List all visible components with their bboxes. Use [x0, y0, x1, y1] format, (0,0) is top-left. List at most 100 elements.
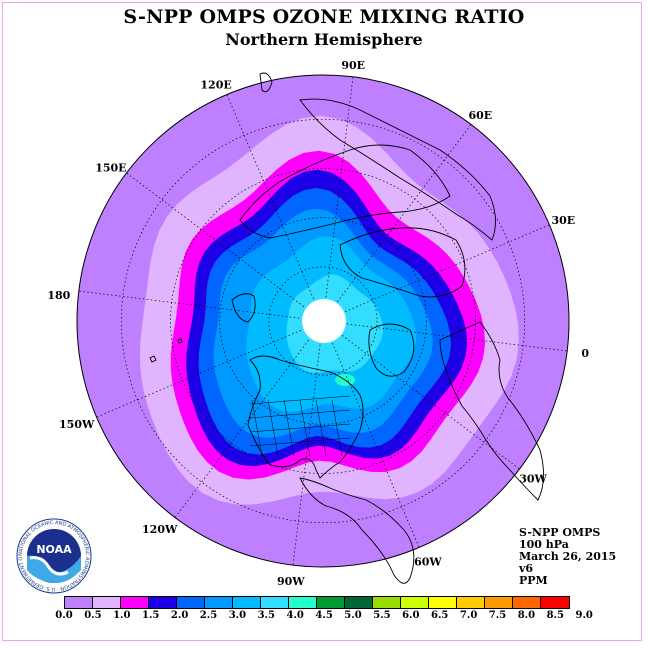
- info-pressure: 100 hPa: [519, 538, 569, 551]
- color-scale-label: 4.5: [315, 610, 333, 621]
- longitude-line: [226, 94, 314, 300]
- color-scale-cell: [65, 597, 93, 608]
- coastline: [439, 321, 544, 501]
- coastline: [239, 144, 451, 239]
- svg-text:NOAA: NOAA: [36, 543, 72, 556]
- longitude-line: [325, 76, 354, 298]
- state-border: [249, 423, 351, 433]
- info-instrument: S-NPP OMPS: [519, 526, 601, 539]
- coastline: [247, 355, 364, 479]
- color-scale-cell: [289, 597, 317, 608]
- color-scale-cell: [205, 597, 233, 608]
- latitude-circle: [170, 168, 476, 474]
- state-border: [315, 399, 327, 457]
- ozone-field: [76, 74, 570, 568]
- coastline: [177, 338, 183, 344]
- latitude-circle: [268, 266, 378, 376]
- longitude-label: 180: [47, 289, 70, 302]
- coastline: [149, 355, 157, 363]
- info-block: S-NPP OMPS 100 hPa March 26, 2015 v6 PPM: [519, 527, 616, 587]
- color-scale-label: 6.0: [402, 610, 420, 621]
- longitude-line: [292, 344, 321, 566]
- longitude-line: [346, 323, 568, 352]
- color-scale-cell: [121, 597, 149, 608]
- latitude-circle: [120, 118, 526, 524]
- color-scale-cell: [177, 597, 205, 608]
- color-scale-cell: [93, 597, 121, 608]
- longitude-line: [174, 339, 309, 518]
- longitude-label: 150W: [59, 418, 95, 431]
- color-scale-cell: [513, 597, 541, 608]
- color-scale-cell: [261, 597, 289, 608]
- state-border: [283, 399, 295, 457]
- longitude-label: 120W: [142, 523, 178, 536]
- longitude-label: 90W: [277, 575, 305, 588]
- color-scale-cell: [401, 597, 429, 608]
- color-scale-label: 1.5: [141, 610, 160, 621]
- color-scale-cell: [373, 597, 401, 608]
- color-scale-cell: [457, 597, 485, 608]
- coastline: [299, 477, 415, 584]
- state-border: [299, 399, 311, 457]
- longitude-line: [96, 330, 302, 418]
- color-scale-label: 0.5: [84, 610, 102, 621]
- state-border: [267, 399, 279, 457]
- color-scale-label: 7.5: [488, 610, 507, 621]
- color-scale-cell: [233, 597, 261, 608]
- state-border: [331, 399, 343, 457]
- lat-lon-grid: [78, 76, 568, 566]
- color-scale-label: 8.5: [546, 610, 564, 621]
- color-scale-label: 3.5: [257, 610, 275, 621]
- color-scale-cell: [541, 597, 569, 608]
- info-date: March 26, 2015: [519, 550, 617, 563]
- coastline: [368, 323, 415, 377]
- map-title: S-NPP OMPS OZONE MIXING RATIO: [123, 6, 525, 28]
- info-version: v6: [519, 562, 534, 575]
- longitude-line: [344, 224, 550, 312]
- color-scale-label: 2.0: [170, 610, 189, 621]
- color-scale-cell: [317, 597, 345, 608]
- page-frame: [2, 2, 642, 641]
- longitude-line: [126, 172, 305, 307]
- color-scale-label: 6.5: [430, 610, 449, 621]
- noaa-logo: NOAA NATIONAL OCEANIC AND ATMOSPHERIC AD…: [14, 514, 92, 594]
- coastline: [339, 227, 466, 298]
- state-border: [251, 399, 263, 457]
- longitude-label: 30E: [551, 214, 575, 227]
- color-scale-label: 5.0: [344, 610, 362, 621]
- color-scale-cell: [429, 597, 457, 608]
- map-subtitle: Northern Hemisphere: [225, 30, 423, 49]
- color-scale-cell: [485, 597, 513, 608]
- longitude-line: [78, 290, 300, 319]
- coastlines: [149, 72, 544, 584]
- longitude-label: 30W: [519, 472, 547, 485]
- color-scale-label: 3.0: [228, 610, 247, 621]
- state-border: [249, 437, 351, 447]
- latitude-circle: [219, 217, 427, 425]
- color-scale-bar: [64, 596, 570, 609]
- longitude-line: [332, 342, 420, 548]
- color-scale-label: 0.0: [55, 610, 73, 621]
- color-scale-label: 9.0: [575, 610, 593, 621]
- color-scale-label: 2.5: [199, 610, 218, 621]
- longitude-label: 90E: [341, 59, 365, 72]
- longitude-label: 150E: [95, 162, 126, 175]
- color-scale-cell: [149, 597, 177, 608]
- color-scale-label: 5.5: [373, 610, 391, 621]
- longitude-label: 60W: [414, 555, 442, 568]
- color-scale-label: 4.0: [286, 610, 304, 621]
- longitude-label: 0: [581, 347, 589, 360]
- state-border: [249, 395, 351, 405]
- color-scale-label: 7.0: [459, 610, 478, 621]
- color-scale-label: 1.0: [113, 610, 131, 621]
- longitude-label: 60E: [468, 109, 492, 122]
- longitude-labels: 0 30E 60E 90E 120E 150E 180 150W 120W 90W 60W 30W: [47, 59, 589, 588]
- polar-no-data: [302, 299, 346, 343]
- info-units: PPM: [519, 574, 548, 587]
- color-scale-label: 8.0: [517, 610, 536, 621]
- state-border: [249, 409, 351, 419]
- color-scale-labels: 0.0 0.5 1.0 1.5 2.0 2.5 3.0 3.5 4.0 4.5 5.0 5.5 6.0 6…: [0, 610, 648, 624]
- longitude-line: [337, 124, 472, 303]
- coastline: [299, 98, 496, 241]
